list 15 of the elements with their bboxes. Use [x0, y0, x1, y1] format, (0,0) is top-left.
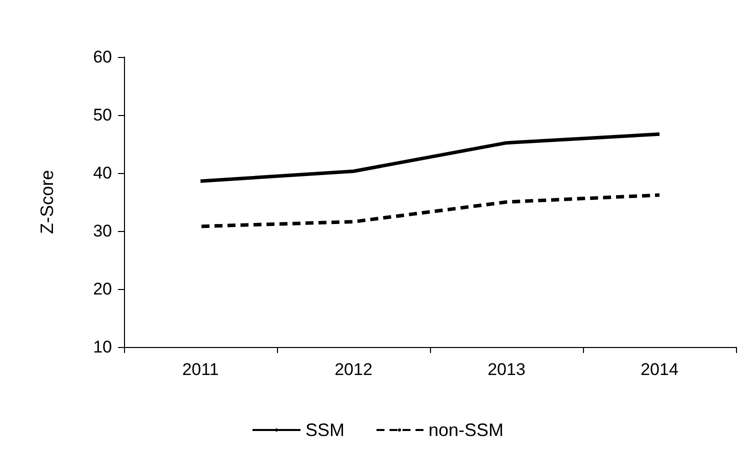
y-tick-label: 30 — [93, 222, 112, 240]
line-series — [198, 132, 662, 183]
x-tick-label: 2011 — [182, 360, 219, 379]
y-tick-label: 10 — [93, 338, 112, 356]
y-tick-label: 50 — [93, 106, 112, 124]
y-tick-label: 40 — [93, 164, 112, 182]
legend-label: SSM — [305, 420, 344, 440]
y-tick-label: 60 — [93, 48, 112, 66]
x-tick-label: 2012 — [334, 360, 372, 379]
y-tick-label: 20 — [93, 280, 112, 298]
y-axis-title: Z-Score — [37, 170, 57, 234]
legend-label: non-SSM — [428, 420, 504, 440]
x-tick-label: 2013 — [488, 360, 526, 379]
line-series — [198, 193, 662, 228]
x-tick-label: 2014 — [640, 360, 678, 379]
